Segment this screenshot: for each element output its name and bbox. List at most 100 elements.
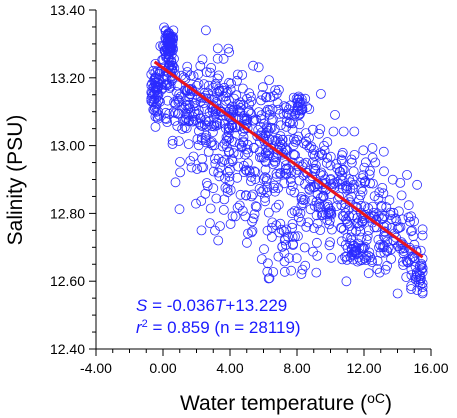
scatter-point <box>359 253 370 264</box>
x-axis-title-close: ) <box>385 392 392 415</box>
scatter-point <box>241 115 252 126</box>
scatter-point <box>246 191 257 202</box>
scatter-point <box>183 139 194 150</box>
scatter-point <box>146 80 157 91</box>
scatter-point <box>261 92 271 103</box>
scatter-point <box>256 254 267 265</box>
scatter-point <box>338 164 349 175</box>
scatter-point <box>194 118 205 129</box>
scatter-point <box>306 181 317 192</box>
scatter-point <box>367 143 378 153</box>
scatter-point <box>337 254 348 265</box>
scatter-point <box>232 75 242 86</box>
scatter-point <box>375 247 386 258</box>
scatter-point <box>211 193 222 204</box>
equation-var-t: T <box>215 296 227 315</box>
scatter-point <box>149 94 160 105</box>
scatter-point <box>231 90 242 101</box>
scatter-point <box>295 208 306 219</box>
scatter-point <box>263 126 274 136</box>
scatter-point <box>379 166 389 177</box>
x-tick-label: 4.00 <box>216 360 243 376</box>
scatter-point <box>301 140 312 151</box>
scatter-point <box>328 126 339 137</box>
scatter-point <box>345 177 356 188</box>
scatter-point <box>304 142 315 153</box>
scatter-point <box>373 211 384 222</box>
scatter-point <box>188 71 199 81</box>
scatter-point <box>200 25 211 36</box>
scatter-point <box>241 237 252 248</box>
scatter-point <box>153 113 164 124</box>
scatter-point <box>202 180 213 191</box>
scatter-point <box>382 246 393 257</box>
scatter-point <box>184 84 195 94</box>
scatter-point <box>300 128 311 139</box>
scatter-point <box>233 149 244 160</box>
scatter-point <box>292 231 303 242</box>
scatter-point <box>201 67 212 78</box>
scatter-point <box>357 173 368 184</box>
scatter-point <box>175 167 186 178</box>
scatter-point <box>268 159 279 170</box>
scatter-point <box>260 148 271 159</box>
scatter-point <box>241 190 252 201</box>
scatter-point <box>388 207 399 218</box>
scatter-point <box>340 208 351 218</box>
scatter-point <box>238 160 249 171</box>
scatter-point <box>330 110 340 120</box>
y-tick-label: 13.00 <box>50 138 85 154</box>
scatter-point <box>192 164 203 174</box>
scatter-point <box>266 222 277 233</box>
scatter-point <box>367 178 378 189</box>
scatter-point <box>378 231 389 242</box>
scatter-point <box>286 265 297 276</box>
scatter-point <box>221 142 232 153</box>
scatter-point <box>243 106 254 117</box>
scatter-point <box>259 244 269 255</box>
scatter-point <box>181 123 192 134</box>
scatter-point <box>364 247 375 258</box>
scatter-point <box>213 103 224 114</box>
scatter-point <box>340 202 351 213</box>
scatter-point <box>374 267 385 278</box>
scatter-point <box>201 121 212 131</box>
scatter-point <box>149 87 160 98</box>
y-tick-label: 12.40 <box>50 341 85 357</box>
scatter-point <box>315 169 326 180</box>
scatter-point <box>193 109 204 120</box>
scatter-point <box>271 88 282 99</box>
scatter-point <box>164 40 175 50</box>
scatter-point <box>363 268 374 279</box>
scatter-point <box>269 123 280 134</box>
scatter-point <box>275 120 286 131</box>
scatter-point <box>170 177 181 188</box>
scatter-point <box>386 254 397 264</box>
scatter-point <box>288 118 298 129</box>
scatter-point <box>262 266 273 277</box>
scatter-point <box>212 73 223 84</box>
scatter-point <box>212 53 223 64</box>
scatter-point <box>237 83 248 94</box>
scatter-point <box>214 87 225 97</box>
scatter-point <box>224 77 234 88</box>
scatter-point <box>358 145 369 156</box>
scatter-point <box>381 202 392 212</box>
scatter-point <box>219 194 230 205</box>
scatter-point <box>273 183 284 193</box>
scatter-point <box>146 96 157 106</box>
scatter-point <box>363 250 374 261</box>
scatter-point <box>298 195 309 206</box>
scatter-point <box>353 252 364 263</box>
scatter-point <box>204 218 215 229</box>
x-tick-label: -4.00 <box>80 360 112 376</box>
x-axis-title-main: Water temperature ( <box>180 392 367 415</box>
scatter-point <box>408 231 419 242</box>
scatter-point <box>175 156 185 167</box>
scatter-point <box>224 47 235 58</box>
scatter-point <box>297 264 308 275</box>
scatter-point <box>224 95 234 106</box>
y-tick-label: 13.20 <box>50 70 85 86</box>
scatter-point <box>211 120 222 131</box>
scatter-point <box>344 211 355 222</box>
